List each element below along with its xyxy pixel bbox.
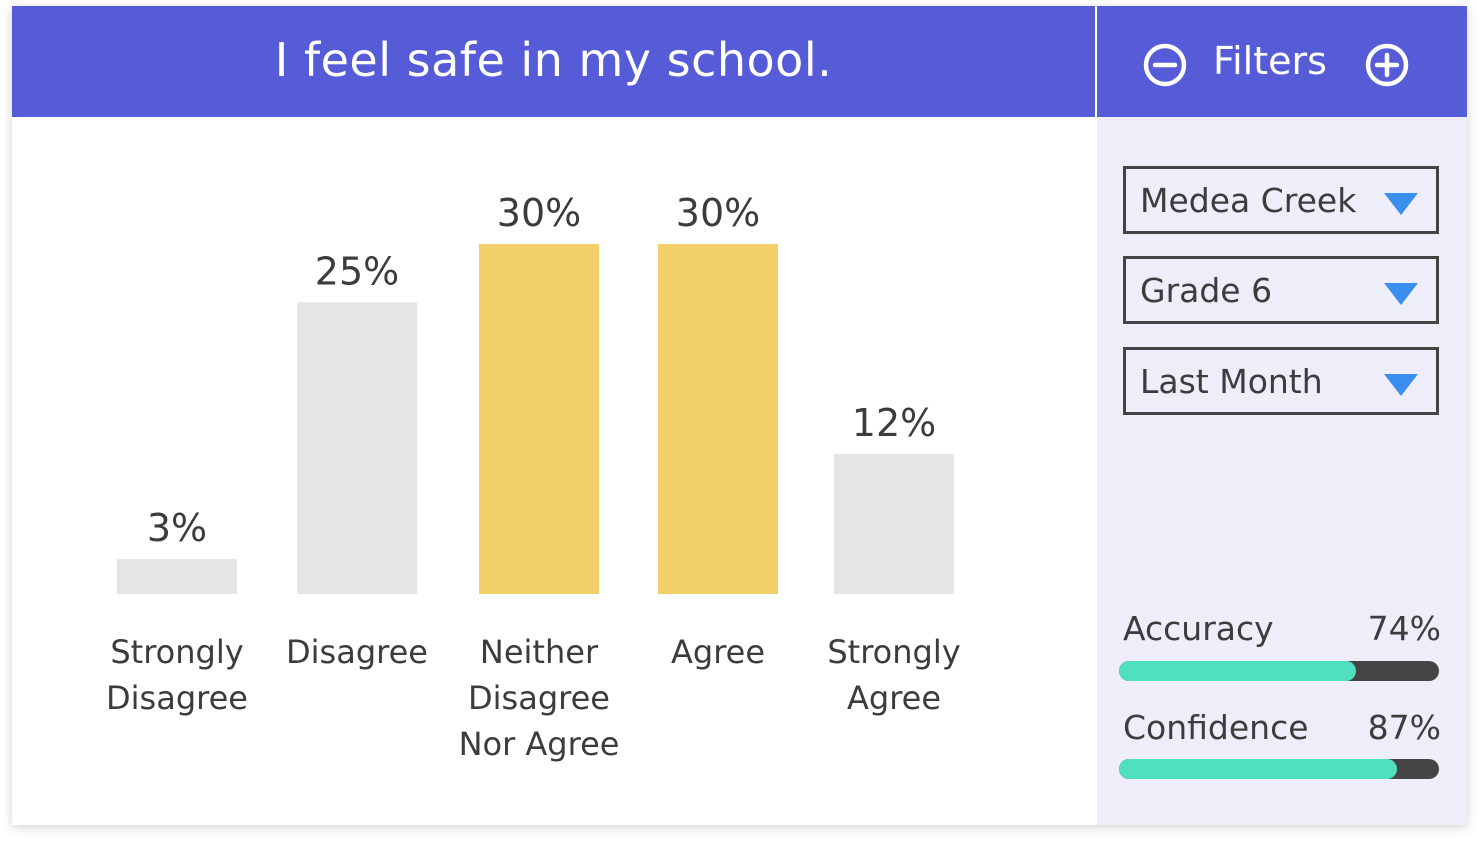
triangle-down-icon: [1384, 193, 1418, 215]
plus-circle-icon[interactable]: [1365, 43, 1409, 87]
bar-4: [834, 454, 954, 594]
bar-value-label-2: 30%: [497, 191, 581, 235]
category-label-0: Strongly Disagree: [106, 633, 248, 717]
category-label-line: Strongly: [827, 633, 960, 671]
school-dropdown[interactable]: Medea Creek: [1123, 166, 1439, 234]
category-label-2: Neither Disagree Nor Agree: [459, 633, 620, 763]
category-label-line: Disagree: [106, 679, 248, 717]
triangle-down-icon: [1384, 374, 1418, 396]
category-label-3: Agree: [671, 633, 765, 671]
category-label-line: Disagree: [468, 679, 610, 717]
category-label-line: Strongly: [110, 633, 243, 671]
accuracy-bar-fill: [1119, 661, 1356, 681]
bar-value-label-3: 30%: [676, 191, 760, 235]
filters-label: Filters: [1213, 39, 1327, 83]
filters-header: Filters: [1097, 6, 1467, 117]
header-divider: [1095, 6, 1097, 117]
confidence-label: Confidence: [1123, 708, 1309, 747]
bar-value-label-1: 25%: [315, 249, 399, 293]
bar-1: [297, 302, 417, 594]
category-label-4: Strongly Agree: [827, 633, 960, 717]
question-header: I feel safe in my school.: [12, 6, 1095, 117]
response-bar-chart: 3% Strongly Disagree 25% Disagree 30% Neither D…: [106, 191, 961, 763]
category-label-1: Disagree: [286, 633, 428, 671]
filters-panel: Filters Medea Creek Grade 6 Last Month A…: [1097, 6, 1467, 825]
bar-value-label-0: 3%: [147, 506, 207, 550]
confidence-bar-fill: [1119, 759, 1398, 779]
accuracy-label: Accuracy: [1123, 609, 1274, 648]
accuracy-value: 74%: [1367, 609, 1441, 648]
grade-dropdown[interactable]: Grade 6: [1123, 256, 1439, 324]
grade-dropdown-value: Grade 6: [1140, 271, 1273, 310]
school-dropdown-value: Medea Creek: [1140, 181, 1357, 220]
triangle-down-icon: [1384, 283, 1418, 305]
period-dropdown-value: Last Month: [1140, 362, 1323, 401]
confidence-bar: [1119, 759, 1439, 779]
category-label-line: Disagree: [286, 633, 428, 671]
bar-value-label-4: 12%: [852, 401, 936, 445]
accuracy-bar: [1119, 661, 1439, 681]
confidence-value: 87%: [1367, 708, 1441, 747]
minus-circle-icon[interactable]: [1143, 43, 1187, 87]
bar-2: [479, 244, 599, 594]
category-label-line: Nor Agree: [459, 725, 620, 763]
survey-card: I feel safe in my school. 3% Strongly Disa…: [12, 6, 1467, 825]
category-label-line: Neither: [480, 633, 599, 671]
bar-3: [658, 244, 778, 594]
question-title: I feel safe in my school.: [274, 32, 833, 87]
category-label-line: Agree: [847, 679, 941, 717]
category-label-line: Agree: [671, 633, 765, 671]
bar-0: [117, 559, 237, 594]
period-dropdown[interactable]: Last Month: [1123, 347, 1439, 415]
